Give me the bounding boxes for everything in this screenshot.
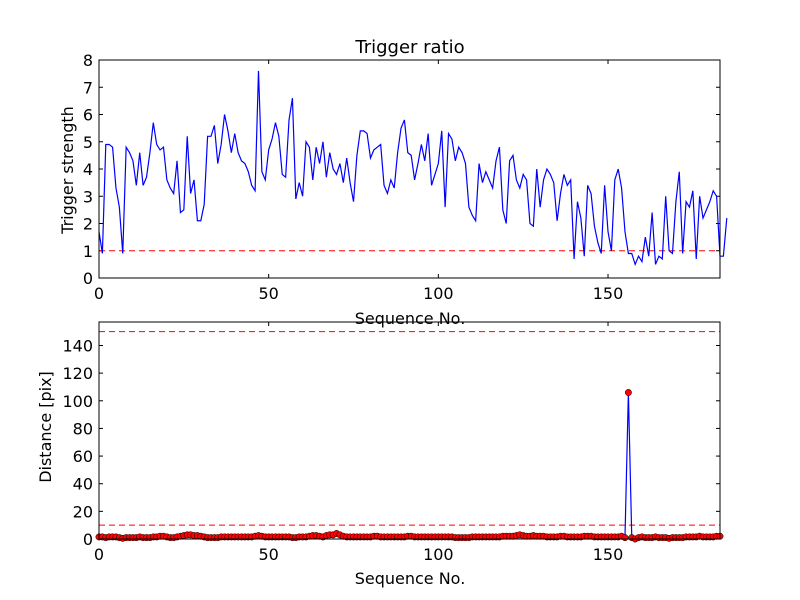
- axes-frame: [98, 321, 721, 540]
- x-tick-label: 100: [423, 545, 454, 564]
- tick-layer: 0 50 100 150 0 20 40 60 80 100 120 140: [62, 322, 720, 564]
- x-axis-label: Sequence No.: [355, 569, 466, 588]
- series-line: [99, 392, 720, 540]
- y-tick-label: 8: [83, 51, 93, 70]
- threshold-layer: [99, 331, 720, 526]
- y-axis-label: Distance [pix]: [36, 371, 55, 483]
- series-line: [98, 70, 728, 267]
- y-tick-label: 0: [83, 269, 93, 288]
- y-tick-label: 1: [83, 242, 93, 261]
- y-tick-label: 140: [62, 336, 93, 355]
- y-tick-label: 100: [62, 392, 93, 411]
- y-tick-label: 120: [62, 364, 93, 383]
- y-tick-label: 7: [83, 78, 93, 97]
- data-point: [624, 389, 632, 396]
- y-tick-label: 60: [73, 447, 93, 466]
- x-tick-label: 150: [593, 284, 624, 303]
- y-tick-label: 0: [83, 530, 93, 549]
- trigger-ratio-panel: Trigger ratio Trigger strength Sequence …: [58, 37, 728, 328]
- x-axis-label: Sequence No.: [355, 309, 466, 328]
- tick-layer: 0 50 100 150 0 1 2 3 4 5 6 7 8: [83, 51, 720, 303]
- x-tick-label: 150: [593, 545, 624, 564]
- y-tick-label: 40: [73, 475, 93, 494]
- data-point: [621, 534, 629, 542]
- distance-panel: Distance [pix] Sequence No. 0 50 100 150 0 20…: [36, 321, 724, 588]
- x-tick-label: 50: [258, 545, 278, 564]
- y-tick-label: 4: [83, 160, 93, 179]
- plot-layer: [98, 70, 728, 267]
- y-tick-label: 2: [83, 215, 93, 234]
- chart-title: Trigger ratio: [354, 37, 464, 58]
- y-tick-label: 5: [83, 133, 93, 152]
- x-tick-label: 0: [94, 284, 104, 303]
- axes-frame: [98, 59, 721, 279]
- y-tick-label: 20: [73, 502, 93, 521]
- x-tick-label: 50: [258, 284, 278, 303]
- y-axis-label: Trigger strength: [58, 106, 77, 235]
- y-tick-label: 3: [83, 187, 93, 206]
- y-tick-label: 80: [73, 419, 93, 438]
- x-tick-label: 0: [94, 545, 104, 564]
- plot-layer: [95, 389, 724, 543]
- y-tick-label: 6: [83, 106, 93, 125]
- x-tick-label: 100: [423, 284, 454, 303]
